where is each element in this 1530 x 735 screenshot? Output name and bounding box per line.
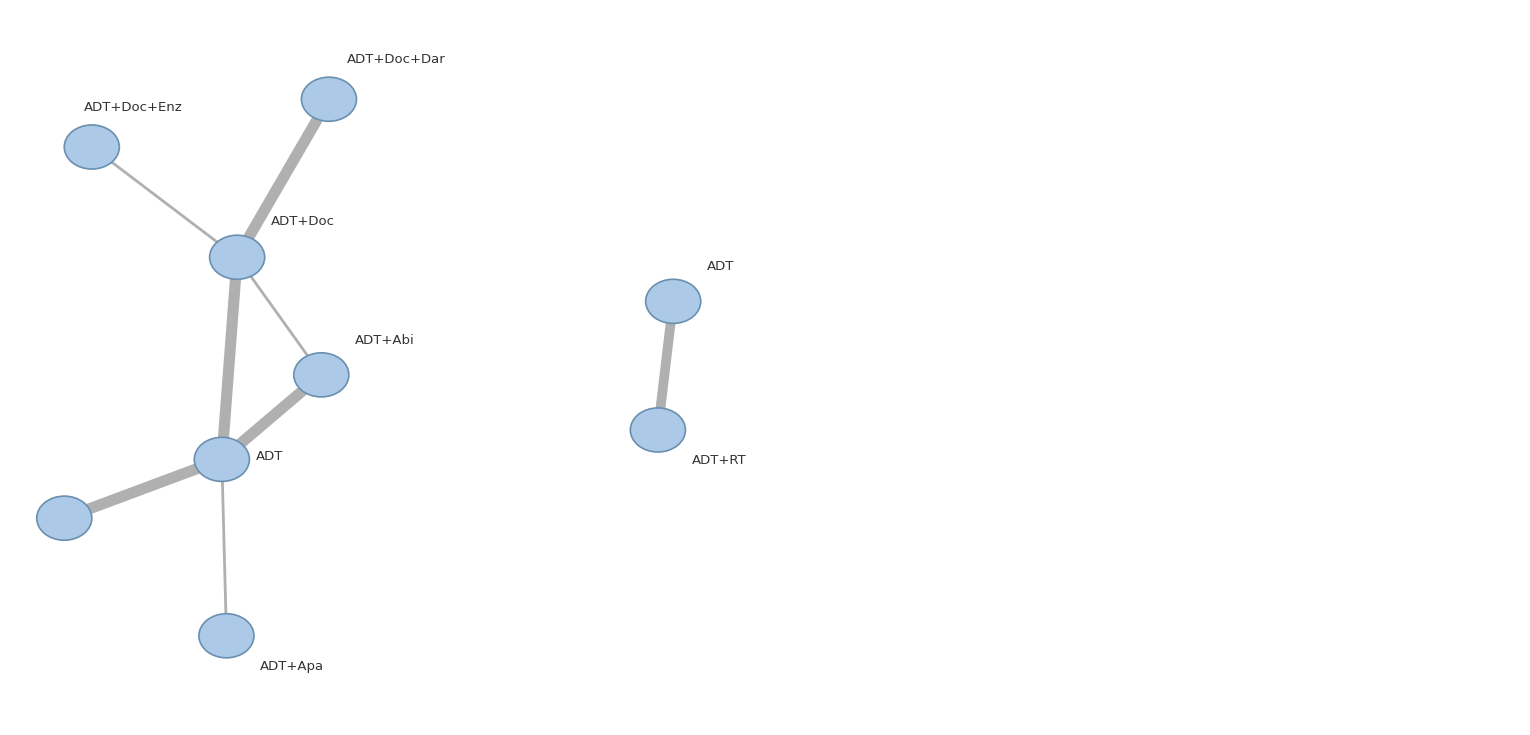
Ellipse shape <box>646 279 701 323</box>
Text: ADT+Doc+Enz: ADT+Doc+Enz <box>84 101 184 114</box>
Text: ADT+RT: ADT+RT <box>692 453 747 467</box>
Text: ADT+Abi: ADT+Abi <box>355 334 415 347</box>
Ellipse shape <box>194 437 249 481</box>
Ellipse shape <box>301 77 356 121</box>
Ellipse shape <box>37 496 92 540</box>
Text: ADT+Doc+Dar: ADT+Doc+Dar <box>347 53 447 66</box>
Ellipse shape <box>199 614 254 658</box>
Ellipse shape <box>64 125 119 169</box>
Text: ADT: ADT <box>707 260 734 273</box>
Ellipse shape <box>630 408 685 452</box>
Text: ADT: ADT <box>256 450 283 463</box>
Text: ADT+Apa: ADT+Apa <box>260 659 324 673</box>
Ellipse shape <box>210 235 265 279</box>
Ellipse shape <box>294 353 349 397</box>
Text: ADT+Doc: ADT+Doc <box>271 215 335 228</box>
